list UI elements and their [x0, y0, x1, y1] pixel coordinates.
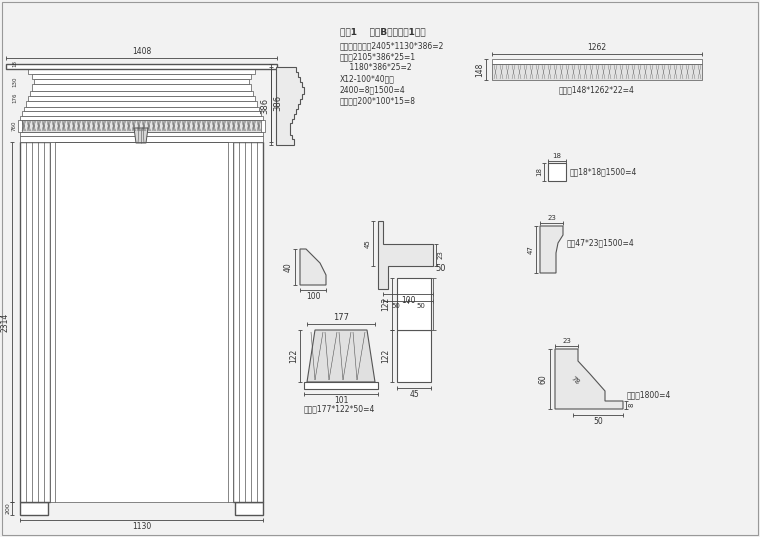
Bar: [28, 69, 255, 74]
Text: 1130: 1130: [132, 522, 151, 531]
Text: 60: 60: [539, 374, 548, 384]
Text: 122: 122: [289, 349, 298, 363]
Bar: [548, 163, 566, 181]
Polygon shape: [134, 128, 148, 143]
Bar: [397, 330, 431, 382]
Text: 门框内径尺尧：2405*1130*386=2: 门框内径尺尧：2405*1130*386=2: [340, 41, 445, 50]
Text: 18: 18: [536, 168, 542, 177]
Text: 50: 50: [593, 417, 603, 426]
Text: 序号1    客厅B立面庑口1料单: 序号1 客厅B立面庑口1料单: [340, 27, 426, 36]
Bar: [34, 79, 249, 84]
Polygon shape: [307, 330, 375, 382]
Text: 386: 386: [260, 98, 269, 114]
Bar: [20, 116, 263, 120]
Bar: [492, 64, 702, 80]
Text: X12-100*40线条: X12-100*40线条: [340, 74, 395, 83]
Text: 18: 18: [12, 60, 17, 67]
Text: 23: 23: [547, 215, 556, 221]
Text: 主板：2105*386*25=1: 主板：2105*386*25=1: [340, 52, 416, 61]
Bar: [397, 278, 431, 330]
Text: 148: 148: [475, 62, 484, 77]
Text: 45: 45: [365, 239, 371, 248]
Polygon shape: [555, 349, 623, 409]
Text: 100: 100: [306, 292, 320, 301]
Text: 47: 47: [528, 245, 534, 254]
Text: 122: 122: [381, 349, 390, 363]
Polygon shape: [540, 226, 563, 273]
Bar: [20, 136, 263, 142]
Bar: [233, 142, 263, 502]
Text: 50: 50: [416, 303, 425, 309]
Bar: [304, 382, 378, 389]
Text: 40: 40: [284, 262, 293, 272]
Polygon shape: [276, 67, 304, 145]
Text: 45: 45: [409, 390, 419, 399]
Text: 23: 23: [562, 338, 571, 344]
Bar: [235, 502, 263, 515]
Text: 100: 100: [401, 296, 415, 305]
Text: 2314: 2314: [1, 313, 10, 332]
Text: 8: 8: [628, 403, 634, 407]
Bar: [24, 107, 259, 111]
Bar: [32, 84, 251, 91]
Text: 雕花：177*122*50=4: 雕花：177*122*50=4: [304, 404, 375, 413]
Bar: [32, 74, 251, 79]
Bar: [20, 142, 50, 502]
Polygon shape: [300, 249, 326, 285]
Bar: [18, 120, 265, 132]
Text: 2400=8，1500=4: 2400=8，1500=4: [340, 85, 406, 94]
Polygon shape: [378, 221, 433, 289]
Bar: [20, 502, 48, 515]
Text: 760: 760: [12, 121, 17, 131]
Bar: [50, 142, 233, 502]
Text: 压线47*23：1500=4: 压线47*23：1500=4: [567, 238, 635, 248]
Text: 1262: 1262: [587, 43, 606, 52]
Bar: [28, 96, 255, 101]
Bar: [30, 91, 253, 96]
Text: 130: 130: [12, 77, 17, 87]
Bar: [20, 132, 263, 136]
Text: 176: 176: [12, 93, 17, 103]
Bar: [26, 101, 257, 107]
Text: 101: 101: [334, 396, 348, 405]
Text: 386: 386: [273, 95, 282, 111]
Text: 200: 200: [5, 503, 10, 514]
Text: 虎头：1800=4: 虎头：1800=4: [627, 390, 671, 400]
Text: 1408: 1408: [132, 47, 151, 56]
Bar: [6, 64, 277, 69]
Text: 1180*386*25=2: 1180*386*25=2: [340, 63, 412, 72]
Text: 50: 50: [391, 303, 400, 309]
Text: 122: 122: [381, 297, 390, 311]
Bar: [22, 120, 261, 132]
Text: 压条18*18：1500=4: 压条18*18：1500=4: [570, 168, 638, 177]
Text: 23: 23: [438, 251, 444, 259]
Text: 据板：148*1262*22=4: 据板：148*1262*22=4: [559, 85, 635, 94]
Text: 18: 18: [553, 153, 562, 159]
Bar: [492, 59, 702, 64]
Text: 177: 177: [333, 313, 349, 322]
Bar: [22, 111, 261, 116]
Text: 配底座：200*100*15=8: 配底座：200*100*15=8: [340, 96, 416, 105]
Text: 50: 50: [435, 264, 445, 273]
Text: 78: 78: [570, 376, 581, 386]
